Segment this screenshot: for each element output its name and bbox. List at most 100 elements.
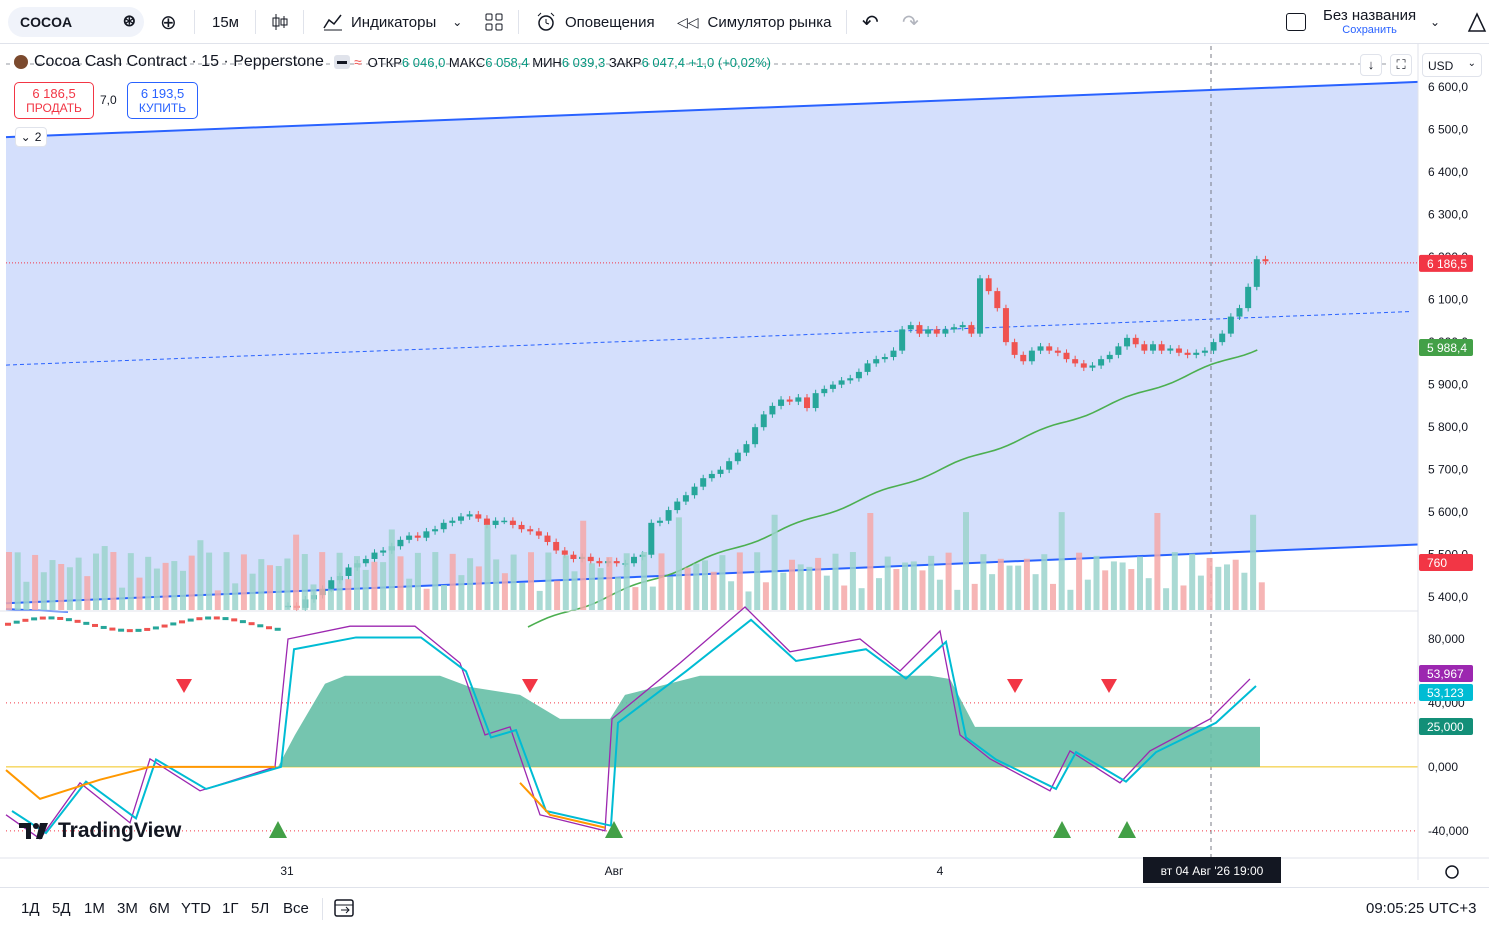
candle[interactable] [1175, 348, 1182, 353]
indicators-collapse-button[interactable]: ⌄ 2 [15, 127, 47, 147]
range-button-2[interactable]: 1М [84, 900, 105, 917]
candle[interactable] [1115, 346, 1122, 355]
candle[interactable] [726, 461, 733, 470]
range-button-3[interactable]: 3М [117, 900, 138, 917]
candle[interactable] [1167, 348, 1174, 351]
candle[interactable] [1037, 346, 1044, 351]
chart-area[interactable]: 6 600,06 500,06 400,06 300,06 200,06 100… [0, 44, 1489, 887]
candle[interactable] [613, 561, 620, 564]
oscillator-line-c[interactable] [5, 765, 275, 800]
compare-icon[interactable]: ⊕ [160, 11, 177, 34]
candle[interactable] [1262, 259, 1269, 262]
candle[interactable] [466, 514, 473, 517]
legend-wave-icon[interactable]: ≈ [353, 54, 362, 70]
candle[interactable] [518, 524, 525, 530]
candle[interactable] [994, 291, 1001, 309]
candle[interactable] [907, 325, 914, 330]
candle[interactable] [942, 329, 949, 334]
range-button-4[interactable]: 6М [149, 900, 170, 917]
candle[interactable] [760, 414, 767, 428]
candle[interactable] [674, 501, 681, 511]
candle[interactable] [1253, 259, 1260, 287]
candle[interactable] [1132, 337, 1139, 345]
candle[interactable] [717, 469, 724, 474]
candle[interactable] [899, 329, 906, 351]
candle[interactable] [371, 552, 378, 559]
sell-button[interactable]: 6 186,5 ПРОДАТЬ [14, 82, 94, 119]
candle[interactable] [778, 399, 785, 406]
candle[interactable] [1106, 354, 1113, 360]
candle[interactable] [821, 388, 828, 394]
candle[interactable] [483, 518, 490, 525]
candle[interactable] [1245, 286, 1252, 309]
candle[interactable] [205, 616, 212, 620]
candle[interactable] [170, 622, 177, 626]
interval-button[interactable]: 15м [212, 13, 239, 31]
channel-upper-line[interactable] [5, 80, 1419, 139]
candle[interactable] [1150, 344, 1156, 351]
chevron-down-icon[interactable]: ⌄ [452, 15, 463, 29]
price-axis[interactable] [1418, 44, 1489, 887]
candle[interactable] [656, 520, 663, 523]
range-button-1[interactable]: 5Д [52, 900, 71, 917]
indicators-button[interactable]: Индикаторы ⌄ [322, 8, 462, 36]
candle[interactable] [13, 620, 20, 624]
candle[interactable] [691, 486, 698, 496]
candle[interactable] [734, 452, 741, 462]
fullscreen-icon[interactable]: ⛶ [1390, 54, 1412, 76]
candle[interactable] [752, 427, 759, 445]
symbol-menu-icon[interactable]: ⊛ [122, 13, 136, 30]
candle[interactable] [1210, 342, 1217, 351]
candle[interactable] [1072, 359, 1079, 364]
candle[interactable] [1184, 352, 1191, 355]
candle[interactable] [1063, 352, 1070, 360]
layout-checkbox-icon[interactable] [1286, 8, 1306, 36]
candle[interactable] [1054, 350, 1061, 353]
candle[interactable] [838, 380, 845, 385]
candle[interactable] [708, 473, 715, 479]
candle[interactable] [48, 616, 55, 620]
candle[interactable] [328, 580, 335, 589]
candle[interactable] [118, 628, 125, 632]
candle[interactable] [501, 520, 508, 523]
candle[interactable] [795, 397, 802, 402]
candle[interactable] [135, 628, 142, 632]
buy-button[interactable]: 6 193,5 КУПИТЬ [127, 82, 198, 119]
candle[interactable] [231, 618, 238, 622]
candle[interactable] [1020, 354, 1027, 362]
candle[interactable] [406, 535, 413, 540]
candle[interactable] [492, 520, 499, 525]
candle[interactable] [1002, 308, 1009, 343]
symbol-search[interactable]: COCOA ⊛ [8, 7, 144, 37]
candle[interactable] [881, 357, 888, 360]
candle[interactable] [700, 478, 707, 487]
candle[interactable] [968, 325, 975, 334]
candle[interactable] [631, 556, 637, 564]
moving-average-line[interactable] [527, 349, 1258, 628]
undo-icon[interactable]: ↶ [862, 11, 879, 34]
scroll-down-icon[interactable]: ↓ [1360, 54, 1382, 76]
chart-settings-icon[interactable] [1466, 8, 1488, 36]
chart-canvas[interactable]: 6 600,06 500,06 400,06 300,06 200,06 100… [0, 44, 1489, 887]
legend-title[interactable]: Cocoa Cash Contract · 15 · Pepperstone [34, 53, 324, 70]
candle[interactable] [544, 535, 551, 542]
oscillator-line-b[interactable] [11, 618, 1257, 835]
candle[interactable] [959, 325, 966, 328]
clock[interactable]: 09:05:25 UTC+3 [1366, 900, 1477, 917]
candle[interactable] [266, 626, 272, 630]
candle[interactable] [1219, 333, 1226, 343]
candle[interactable] [1124, 337, 1131, 347]
candle[interactable] [1011, 342, 1018, 355]
candle[interactable] [570, 554, 577, 559]
candle[interactable] [65, 618, 72, 622]
candle[interactable] [890, 350, 897, 358]
candle[interactable] [864, 363, 871, 372]
candle[interactable] [951, 327, 958, 330]
candle[interactable] [527, 529, 534, 532]
candle[interactable] [274, 627, 281, 631]
candle[interactable] [1080, 363, 1087, 368]
candle[interactable] [804, 397, 810, 409]
candle[interactable] [397, 539, 404, 547]
candle[interactable] [5, 622, 11, 626]
candle[interactable] [144, 627, 151, 631]
